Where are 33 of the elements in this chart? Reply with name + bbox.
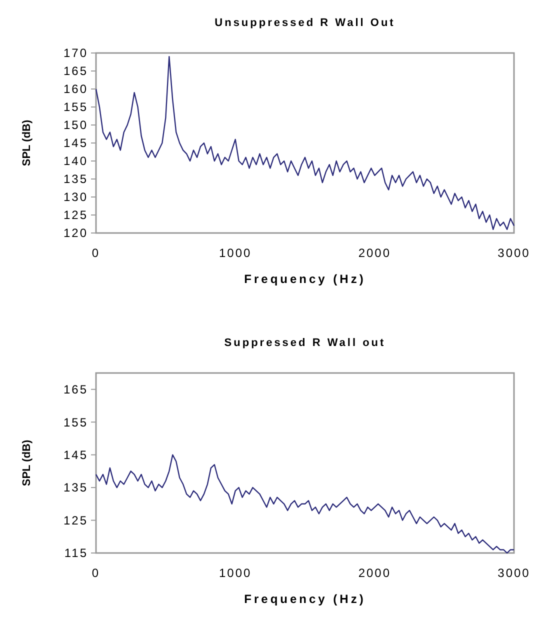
x-tick-label: 1000 bbox=[218, 246, 252, 260]
y-tick-label: 150 bbox=[63, 118, 88, 132]
y-tick-label: 145 bbox=[63, 136, 88, 150]
x-axis-title: Frequency (Hz) bbox=[244, 592, 366, 606]
chart-title: Suppressed R Wall out bbox=[224, 337, 386, 349]
y-tick-label: 170 bbox=[63, 46, 88, 60]
y-tick-label: 145 bbox=[63, 448, 88, 462]
y-tick-label: 155 bbox=[63, 100, 88, 114]
y-tick-label: 135 bbox=[63, 172, 88, 186]
x-tick-label: 2000 bbox=[358, 566, 392, 580]
y-tick-label: 120 bbox=[63, 226, 88, 240]
y-tick-label: 125 bbox=[63, 513, 88, 528]
x-tick-label: 0 bbox=[92, 566, 100, 580]
y-tick-label: 165 bbox=[63, 64, 88, 78]
y-tick-label: 160 bbox=[63, 82, 88, 96]
x-tick-label: 0 bbox=[92, 246, 100, 260]
x-tick-label: 3000 bbox=[498, 566, 530, 580]
line-series bbox=[95, 56, 515, 230]
chart-title: Unsuppressed R Wall Out bbox=[214, 17, 396, 29]
line-series bbox=[95, 454, 515, 554]
x-tick-label: 1000 bbox=[218, 566, 252, 580]
y-tick-label: 155 bbox=[63, 415, 88, 430]
y-tick-label: 135 bbox=[63, 480, 88, 495]
y-tick-label: 130 bbox=[63, 190, 88, 204]
y-axis-title: SPL (dB) bbox=[21, 440, 33, 486]
y-tick-label: 140 bbox=[63, 154, 88, 168]
y-tick-label: 165 bbox=[63, 382, 88, 397]
x-axis-title: Frequency (Hz) bbox=[244, 272, 366, 286]
y-tick-label: 115 bbox=[64, 546, 88, 560]
x-tick-label: 2000 bbox=[358, 246, 392, 260]
y-tick-label: 125 bbox=[63, 208, 88, 222]
y-axis-title: SPL (dB) bbox=[21, 120, 33, 166]
x-tick-label: 3000 bbox=[498, 246, 530, 260]
